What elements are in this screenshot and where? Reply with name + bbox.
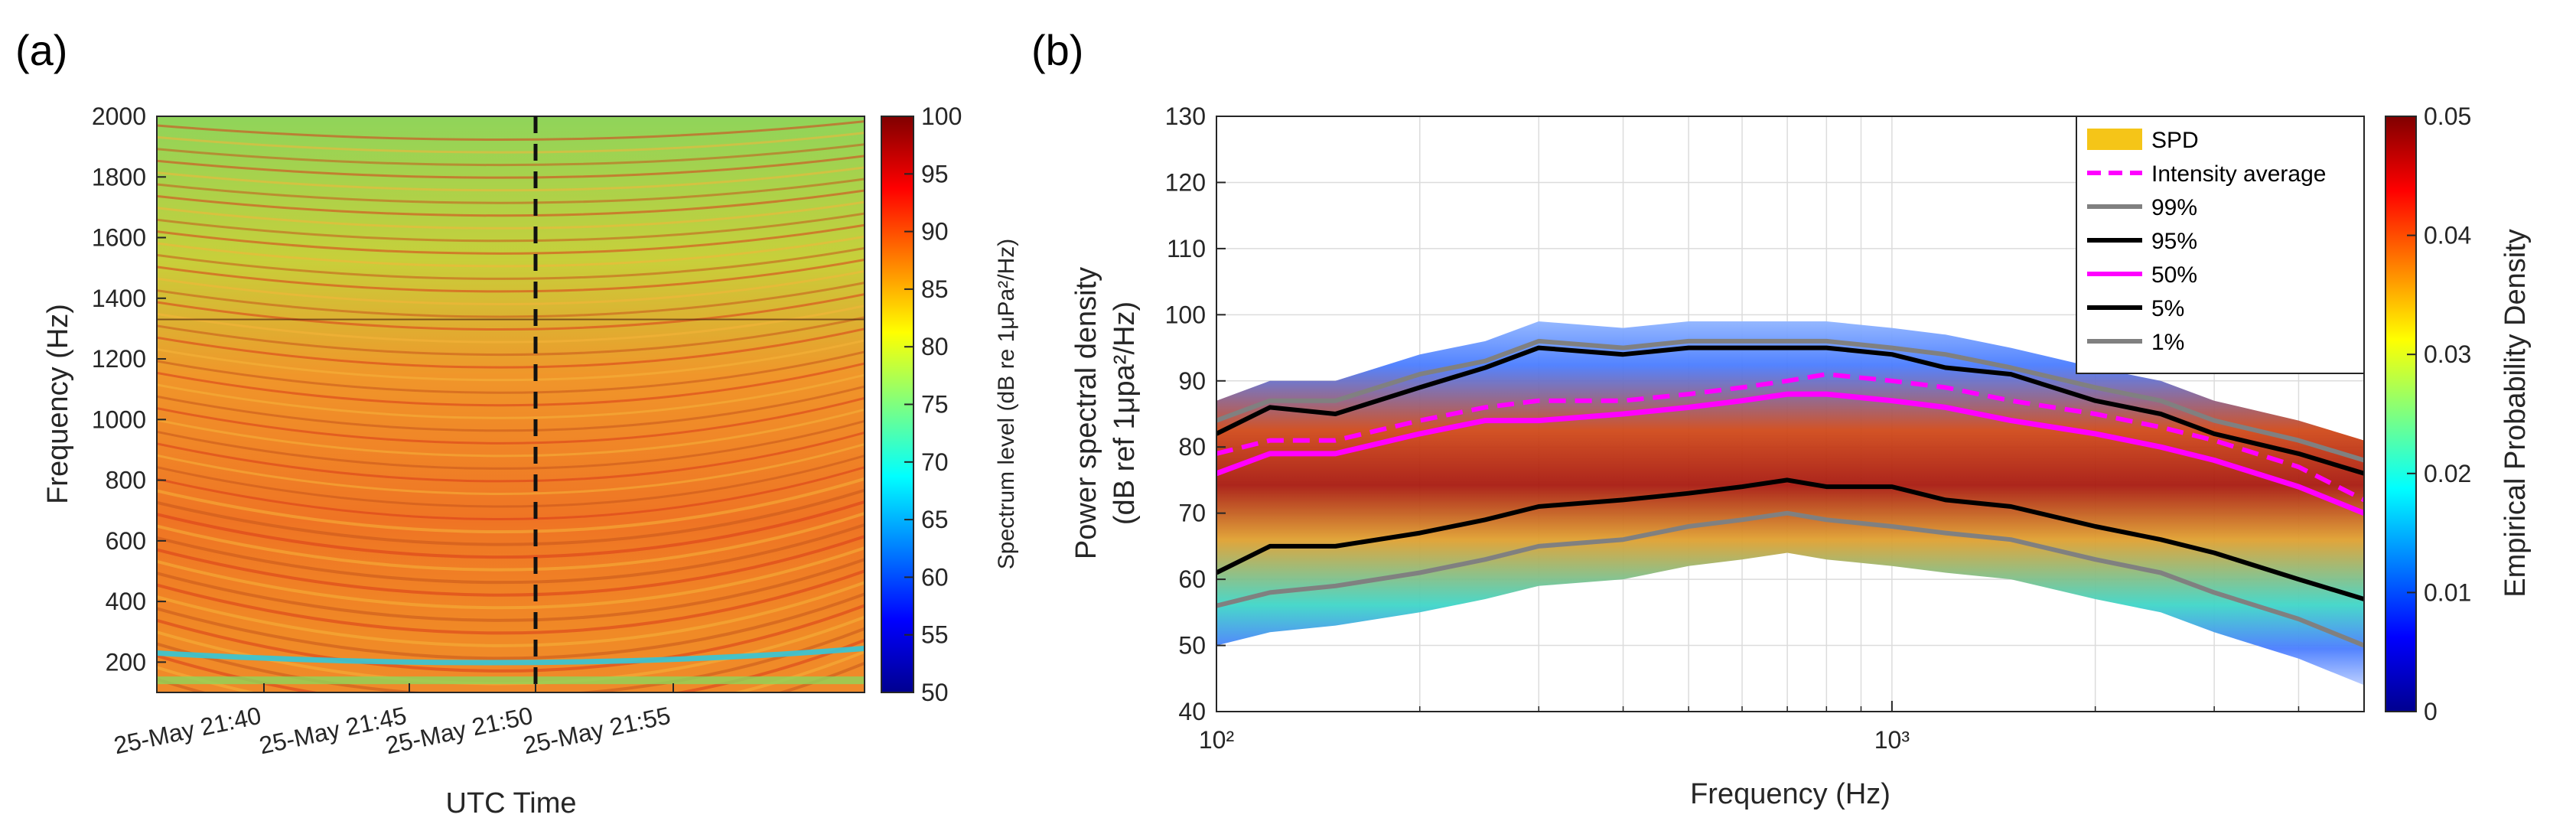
spd-legend: SPD Intensity average 99% 95% 50% 5% 1% <box>2076 116 2365 374</box>
series-line-5- <box>1216 477 2364 601</box>
y-tick-label: 400 <box>106 588 146 615</box>
y-tick-label: 90 <box>1178 367 1206 395</box>
legend-label: SPD <box>2151 128 2199 153</box>
y-tick-label: 50 <box>1178 632 1206 660</box>
y-tick-label: 1600 <box>92 224 146 252</box>
x-tick-label: 25-May 21:40 <box>112 702 264 760</box>
spectrogram-colorbar-ticks: 50 55 60 65 70 75 80 85 90 95 100 <box>904 103 962 706</box>
legend-label: 95% <box>2151 229 2197 254</box>
y-tick-label: 110 <box>1167 235 1206 262</box>
x-tick-label: 25-May 21:55 <box>521 702 673 760</box>
spectrogram-frame <box>156 116 865 693</box>
panel-b-label: (b) <box>1031 26 1083 74</box>
y-tick-label: 1200 <box>92 345 146 373</box>
y-tick-label: 600 <box>106 527 146 555</box>
legend-label: 99% <box>2151 195 2197 220</box>
spd-frame <box>1216 116 2365 712</box>
colorbar-tick-label: 65 <box>921 506 949 533</box>
colorbar-tick-label: 0.04 <box>2424 222 2471 249</box>
spd-y-label-line2: (dB ref 1μpa²/Hz) <box>1109 301 1141 525</box>
y-tick-label: 800 <box>106 467 146 494</box>
spd-x-label: Frequency (Hz) <box>1690 778 1890 810</box>
series-line-1- <box>1216 510 2364 648</box>
colorbar-tick-label: 100 <box>921 103 962 130</box>
y-tick-label: 70 <box>1178 500 1206 527</box>
colorbar-tick-label: 50 <box>921 679 949 706</box>
y-tick-label: 1400 <box>92 285 146 312</box>
y-tick-label: 60 <box>1178 565 1206 593</box>
legend-label: 1% <box>2151 330 2184 355</box>
spectrogram-x-label: UTC Time <box>446 787 577 819</box>
legend-label: 50% <box>2151 262 2197 288</box>
spd-panel: 40 50 60 70 80 90 100 110 120 130 10² 10³ Power sp… <box>1070 103 2532 810</box>
colorbar-tick-label: 70 <box>921 448 949 476</box>
legend-swatch-patch <box>2087 129 2142 150</box>
series-line-95- <box>1216 345 2364 476</box>
x-tick-label: 10² <box>1199 726 1235 754</box>
y-tick-label: 1800 <box>92 163 146 191</box>
colorbar-tick-label: 85 <box>921 275 949 303</box>
colorbar-tick-label: 0.01 <box>2424 578 2471 606</box>
panel-a-label: (a) <box>15 26 67 74</box>
y-tick-label: 1000 <box>92 406 146 433</box>
y-tick-label: 80 <box>1178 433 1206 461</box>
legend-label: 5% <box>2151 296 2184 321</box>
colorbar-tick-label: 60 <box>921 563 949 591</box>
y-tick-label: 2000 <box>92 103 146 130</box>
y-tick-label: 40 <box>1178 698 1206 725</box>
series-line-99- <box>1216 338 2364 463</box>
colorbar-tick-label: 90 <box>921 218 949 246</box>
spd-colorbar-label: Empirical Probability Density <box>2499 229 2532 598</box>
colorbar-tick-label: 95 <box>921 160 949 187</box>
spd-colorbar-ticks: 0 0.01 0.02 0.03 0.04 0.05 <box>2407 103 2471 725</box>
colorbar-tick-label: 0.02 <box>2424 460 2471 487</box>
spd-percentile-lines <box>1216 338 2364 648</box>
y-tick-label: 200 <box>106 648 146 676</box>
spectrogram-harmonic-curves <box>157 120 865 692</box>
spectrogram-colorbar <box>881 116 914 693</box>
spectrogram-y-label: Frequency (Hz) <box>42 304 74 504</box>
spd-x-ticks: 10² 10³ <box>1199 701 2365 754</box>
spectrogram-panel: 200 400 600 800 1000 1200 1400 1600 1800 2000 25-… <box>42 103 1019 819</box>
spectrogram-colorbar-label: Spectrum level (dB re 1μPa²/Hz) <box>994 239 1019 569</box>
legend-box <box>2076 116 2365 374</box>
x-tick-label: 25-May 21:45 <box>257 702 409 760</box>
colorbar-tick-label: 75 <box>921 391 949 419</box>
x-tick-label: 25-May 21:50 <box>383 702 536 760</box>
x-tick-label: 10³ <box>1874 726 1910 754</box>
y-tick-label: 100 <box>1165 301 1206 328</box>
y-tick-label: 120 <box>1165 168 1206 196</box>
colorbar-tick-label: 55 <box>921 621 949 649</box>
spd-y-ticks: 40 50 60 70 80 90 100 110 120 130 <box>1165 103 1226 725</box>
spd-colorbar <box>2385 116 2417 712</box>
colorbar-tick-label: 80 <box>921 333 949 360</box>
y-tick-label: 130 <box>1165 103 1206 130</box>
series-line-50- <box>1216 391 2364 516</box>
series-line-intensity-average <box>1216 372 2364 503</box>
colorbar-tick-label: 0.05 <box>2424 103 2471 130</box>
colorbar-tick-label: 0 <box>2424 698 2438 725</box>
legend-label: Intensity average <box>2151 161 2326 187</box>
colorbar-tick-label: 0.03 <box>2424 340 2471 368</box>
spd-y-label-line1: Power spectral density <box>1070 267 1102 559</box>
spectrogram-y-ticks: 200 400 600 800 1000 1200 1400 1600 1800 2000 <box>92 103 166 676</box>
